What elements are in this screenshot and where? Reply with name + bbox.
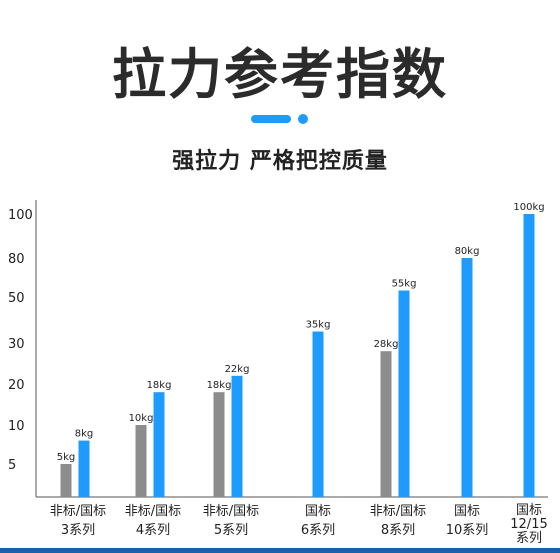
- bar-gray: [380, 351, 392, 497]
- category-label: 非标/国标: [125, 504, 181, 519]
- bar-blue: [153, 392, 165, 497]
- bar-blue: [523, 214, 535, 497]
- category-label: 8系列: [381, 523, 415, 538]
- data-label: 8kg: [75, 429, 94, 440]
- y-tick-label: 30: [8, 337, 25, 352]
- y-tick-label: 100: [8, 208, 33, 223]
- y-tick-label: 10: [8, 419, 25, 434]
- data-label: 10kg: [129, 413, 154, 424]
- data-label: 28kg: [374, 339, 399, 350]
- bar-blue: [398, 290, 410, 497]
- bar-blue: [231, 375, 243, 497]
- data-label: 100kg: [513, 202, 544, 213]
- data-label: 55kg: [392, 279, 417, 290]
- category-label: 非标/国标: [50, 504, 106, 519]
- category-label: 国标: [516, 503, 542, 518]
- y-tick-label: 5: [8, 458, 16, 473]
- title-underline-dot: [298, 114, 308, 124]
- data-label: 80kg: [455, 246, 480, 257]
- y-tick-label: 80: [8, 252, 25, 267]
- data-label: 18kg: [207, 380, 232, 391]
- data-label: 5kg: [57, 452, 76, 463]
- bar-blue: [312, 331, 324, 497]
- bar-gray: [213, 392, 225, 497]
- bar-blue: [78, 440, 90, 497]
- category-label: 3系列: [61, 523, 95, 538]
- y-tick-label: 50: [8, 291, 25, 306]
- category-label: 12/15: [510, 517, 547, 532]
- data-label: 18kg: [147, 380, 172, 391]
- category-label: 国标: [454, 504, 480, 519]
- category-label: 4系列: [136, 523, 170, 538]
- page-subtitle: 强拉力 严格把控质量: [172, 149, 388, 174]
- data-label: 35kg: [306, 320, 331, 331]
- bottom-accent-bar: [0, 548, 560, 553]
- bar-gray: [135, 425, 147, 497]
- bar-gray: [60, 464, 72, 497]
- category-label: 非标/国标: [203, 504, 259, 519]
- bar-blue: [461, 258, 473, 497]
- category-label: 系列: [516, 531, 542, 546]
- category-label: 非标/国标: [370, 504, 426, 519]
- category-label: 10系列: [446, 523, 489, 538]
- title-underline-bar: [251, 115, 291, 123]
- page-title: 拉力参考指数: [112, 43, 448, 106]
- category-label: 国标: [305, 504, 331, 519]
- data-label: 22kg: [225, 364, 250, 375]
- category-label: 6系列: [301, 523, 335, 538]
- y-tick-label: 20: [8, 378, 25, 393]
- category-label: 5系列: [214, 523, 248, 538]
